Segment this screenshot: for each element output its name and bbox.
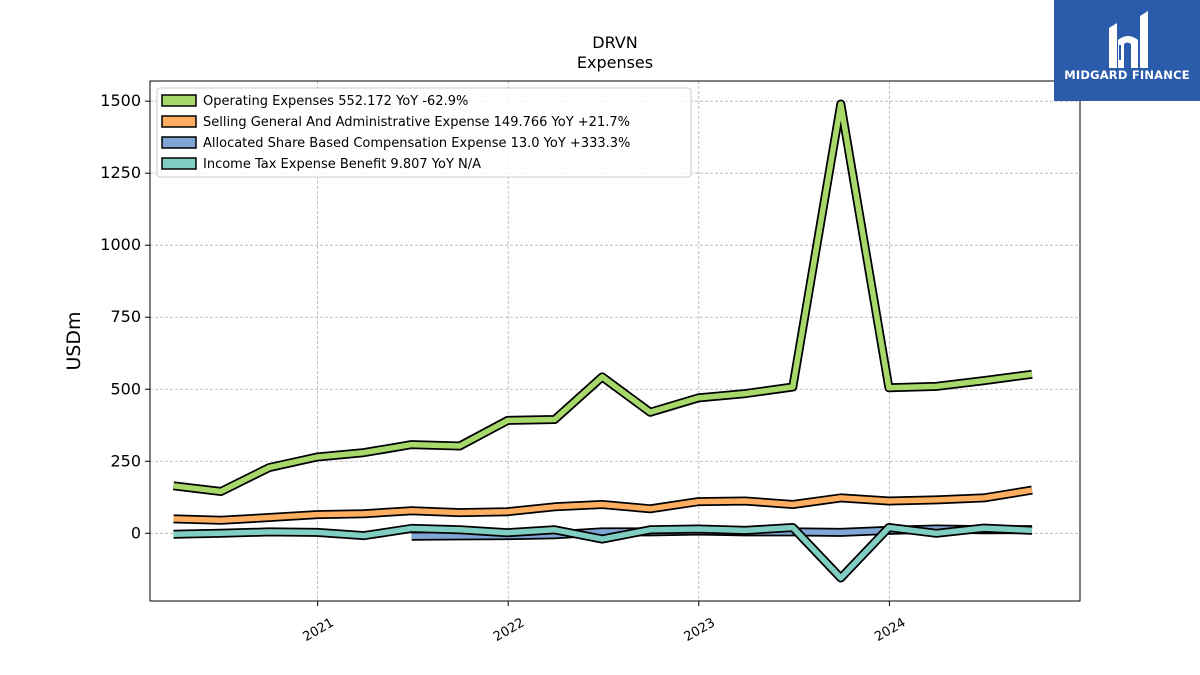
series-lines bbox=[172, 99, 1033, 583]
legend-swatch bbox=[161, 94, 197, 107]
x-tick-label: 2022 bbox=[491, 615, 527, 645]
y-axis-label: USDm bbox=[63, 311, 85, 370]
x-tick-label: 2024 bbox=[872, 615, 908, 645]
legend-swatch bbox=[161, 157, 197, 170]
legend: Operating Expenses 552.172 YoY -62.9% Sel… bbox=[156, 87, 692, 178]
y-tick-label: 250 bbox=[110, 451, 141, 470]
series-outline bbox=[173, 523, 1033, 583]
y-tick-label: 750 bbox=[110, 307, 141, 326]
x-tick-label: 2021 bbox=[300, 615, 336, 645]
plot-frame bbox=[149, 80, 1081, 602]
legend-box bbox=[156, 87, 692, 178]
y-tick-label: 1500 bbox=[100, 91, 141, 110]
series-line bbox=[173, 487, 1033, 524]
x-axis: 2021 2022 2023 2024 bbox=[300, 601, 908, 645]
legend-entry: Operating Expenses 552.172 YoY -62.9% bbox=[203, 94, 468, 109]
legend-entry: Selling General And Administrative Expen… bbox=[203, 115, 630, 130]
series-line bbox=[173, 101, 1033, 495]
logo-mark-icon bbox=[1109, 11, 1148, 68]
y-tick-label: 1000 bbox=[100, 235, 141, 254]
y-tick-label: 500 bbox=[110, 379, 141, 398]
chart-title: DRVN bbox=[592, 33, 637, 52]
legend-swatch bbox=[161, 136, 197, 149]
midgard-finance-logo: MIDGARD FINANCE bbox=[1054, 0, 1200, 101]
legend-entry: Income Tax Expense Benefit 9.807 YoY N/A bbox=[203, 157, 481, 172]
logo-text: MIDGARD FINANCE bbox=[1064, 68, 1190, 82]
chart-subtitle: Expenses bbox=[577, 53, 653, 72]
legend-entry: Allocated Share Based Compensation Expen… bbox=[203, 136, 630, 151]
y-tick-label: 0 bbox=[131, 523, 141, 542]
series-line bbox=[173, 524, 1033, 581]
y-axis: 0 250 500 750 1000 1250 1500 bbox=[100, 91, 150, 542]
legend-swatch bbox=[161, 115, 197, 128]
x-tick-label: 2023 bbox=[682, 615, 718, 645]
y-tick-label: 1250 bbox=[100, 163, 141, 182]
